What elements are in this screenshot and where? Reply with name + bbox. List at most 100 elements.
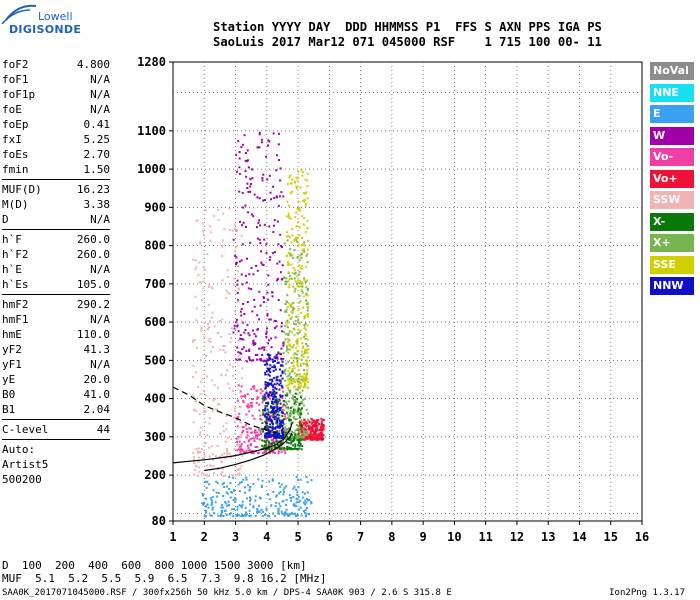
echo-point xyxy=(206,480,209,483)
echo-point xyxy=(271,358,274,361)
echo-point xyxy=(302,356,305,358)
echo-point xyxy=(199,431,202,434)
echo-point xyxy=(267,411,270,414)
echo-point xyxy=(275,376,278,379)
echo-point xyxy=(298,282,301,285)
echo-point xyxy=(287,216,290,219)
echo-point xyxy=(293,399,296,402)
echo-point xyxy=(260,359,263,362)
echo-point xyxy=(201,493,204,495)
echo-point xyxy=(301,496,304,499)
echo-point xyxy=(297,495,300,498)
echo-point xyxy=(302,306,305,309)
echo-point xyxy=(236,425,239,428)
echo-point xyxy=(288,494,291,496)
echo-point xyxy=(280,357,283,360)
muf-label: MUF xyxy=(2,572,22,585)
echo-point xyxy=(293,436,295,438)
echo-point xyxy=(302,380,305,383)
echo-point xyxy=(265,360,268,363)
echo-point xyxy=(274,433,277,436)
echo-point xyxy=(292,444,295,447)
echo-point xyxy=(192,339,195,342)
echo-point xyxy=(251,385,254,388)
echo-point xyxy=(307,315,309,318)
echo-point xyxy=(307,356,310,359)
echo-point xyxy=(302,199,305,202)
echo-point xyxy=(314,420,317,423)
echo-point xyxy=(229,341,232,344)
echo-point xyxy=(289,192,292,195)
echo-point xyxy=(304,512,306,515)
param-value: N/A xyxy=(90,103,110,116)
echo-point xyxy=(298,301,300,304)
echo-point xyxy=(202,407,205,410)
echo-point xyxy=(235,325,238,328)
echo-point xyxy=(299,478,302,481)
echo-point xyxy=(229,456,232,459)
echo-point xyxy=(303,422,306,425)
y-tick-label: 700 xyxy=(144,277,166,291)
echo-point xyxy=(304,204,307,207)
echo-point xyxy=(231,389,234,392)
echo-point xyxy=(221,453,224,456)
echo-point xyxy=(320,420,323,423)
echo-point xyxy=(287,280,290,283)
echo-point xyxy=(278,444,281,447)
echo-point xyxy=(296,514,299,517)
param-note: Artist5 xyxy=(2,458,49,471)
echo-point xyxy=(239,406,242,409)
echo-point xyxy=(300,394,303,397)
echo-point xyxy=(295,447,298,450)
echo-point xyxy=(266,358,269,361)
echo-point xyxy=(294,445,297,448)
echo-point xyxy=(295,504,298,507)
echo-point xyxy=(294,216,297,219)
echo-point xyxy=(195,266,198,269)
echo-point xyxy=(281,412,284,415)
echo-point xyxy=(266,404,269,407)
echo-point xyxy=(291,256,294,259)
echo-point xyxy=(294,289,296,292)
echo-point xyxy=(302,501,305,504)
echo-point xyxy=(217,331,220,334)
echo-point xyxy=(233,223,236,226)
muf-row: MUF 5.1 5.2 5.5 5.9 6.5 7.3 9.8 16.2 [MH… xyxy=(2,572,327,585)
echo-point xyxy=(301,445,304,447)
echo-point xyxy=(289,448,291,451)
echo-point xyxy=(204,509,207,512)
echo-point xyxy=(306,219,309,222)
param-name: foF1 xyxy=(2,73,29,86)
echo-point xyxy=(239,445,242,447)
param-row: B1 2.04 xyxy=(2,402,110,417)
echo-point xyxy=(208,447,211,449)
echo-point xyxy=(289,254,292,257)
echo-point xyxy=(207,303,210,306)
echo-point xyxy=(267,440,270,443)
echo-point xyxy=(200,448,203,450)
y-tick-label: 80 xyxy=(152,514,166,528)
echo-point xyxy=(262,199,265,202)
echo-point xyxy=(234,496,237,499)
echo-point xyxy=(303,200,306,203)
echo-point xyxy=(271,366,274,369)
echo-point xyxy=(272,132,275,135)
echo-point xyxy=(262,301,265,304)
echo-point xyxy=(290,277,293,280)
echo-point xyxy=(298,413,301,416)
echo-point xyxy=(263,440,266,443)
echo-point xyxy=(212,465,215,467)
echo-point xyxy=(303,430,305,433)
echo-point xyxy=(236,324,239,327)
echo-point xyxy=(249,438,252,441)
echo-point xyxy=(268,498,271,501)
echo-point xyxy=(264,407,267,410)
echo-point xyxy=(303,278,306,281)
echo-point xyxy=(281,409,284,412)
echo-point xyxy=(302,422,305,425)
echo-point xyxy=(248,334,251,337)
echo-point xyxy=(296,187,299,190)
echo-point xyxy=(233,432,236,435)
x-tick-label: 1 xyxy=(169,530,176,544)
